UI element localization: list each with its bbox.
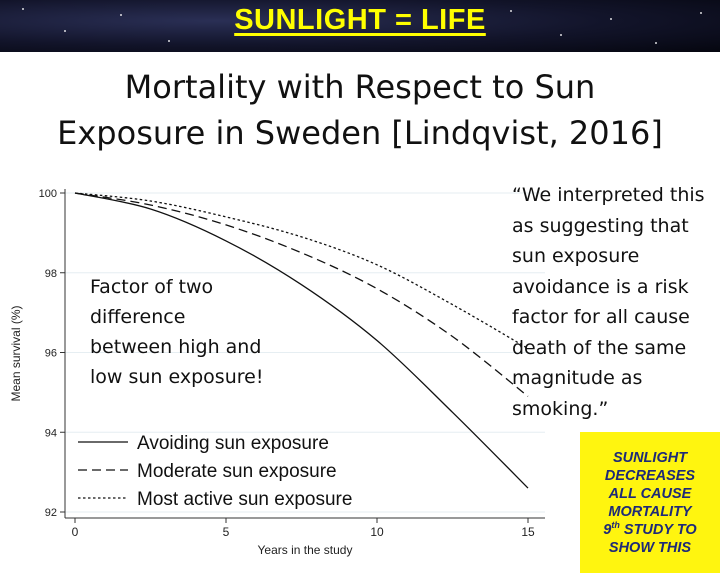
series-layer — [74, 192, 529, 489]
y-tick-label-96: 96 — [45, 348, 57, 360]
legend-label-1: Avoiding sun exposure — [137, 433, 329, 454]
x-tick-label-0: 0 — [72, 525, 79, 539]
survival-chart: 92 94 96 98 100 0 5 10 15 Years in the study Mean … — [9, 188, 545, 557]
x-tick-label-15: 15 — [521, 525, 535, 539]
chart: 92 94 96 98 100 0 5 10 15 Years in the study Mean … — [0, 178, 720, 573]
callout-ordinal-number: 9 — [603, 521, 612, 538]
callout-line-5: 9th STUDY TO — [603, 519, 697, 539]
callout-line-1: SUNLIGHT — [612, 449, 688, 466]
series-line-3 — [74, 192, 529, 350]
y-tick-label-92: 92 — [45, 507, 57, 519]
title-line-1: Mortality with Respect to Sun — [124, 68, 596, 106]
series-line-1 — [74, 192, 529, 489]
callout-line-6: SHOW THIS — [608, 539, 692, 556]
legend-label-2: Moderate sun exposure — [137, 461, 337, 482]
plot-background — [65, 189, 545, 518]
legend-label-3: Most active sun exposure — [137, 489, 352, 510]
callout-box: SUNLIGHT DECREASES ALL CAUSE MORTALITY 9… — [580, 432, 720, 573]
study-quote: “We interpreted this as suggesting that … — [512, 184, 705, 420]
callout-ordinal-suffix: th — [611, 519, 620, 530]
axis-layer: 92 94 96 98 100 0 5 10 15 Years in the study Mean … — [9, 188, 545, 557]
banner-title: SUNLIGHT = LIFE — [234, 4, 486, 36]
y-tick-label-94: 94 — [45, 427, 57, 439]
x-tick-label-5: 5 — [223, 525, 230, 539]
y-tick-label-100: 100 — [39, 188, 57, 200]
annotation-line-3: between high and — [90, 336, 262, 358]
x-axis-title: Years in the study — [258, 543, 353, 557]
page-title: Mortality with Respect to Sun Exposure i… — [0, 64, 720, 156]
annotation-line-2: difference — [90, 306, 186, 328]
x-tick-label-10: 10 — [370, 525, 384, 539]
callout-line-2: DECREASES — [604, 467, 696, 484]
banner: SUNLIGHT = LIFE — [0, 0, 720, 52]
series-line-2 — [74, 192, 529, 397]
annotation: Factor of two difference between high an… — [90, 272, 263, 392]
title-line-2: Exposure in Sweden [Lindqvist, 2016] — [57, 114, 663, 152]
callout-ordinal-rest: STUDY TO — [619, 521, 697, 538]
y-tick-label-98: 98 — [45, 268, 57, 280]
y-axis-title: Mean survival (%) — [9, 305, 23, 401]
annotation-line-4: low sun exposure! — [90, 366, 264, 388]
callout-text: SUNLIGHT DECREASES ALL CAUSE MORTALITY 9… — [603, 449, 696, 557]
grid-layer — [65, 189, 545, 518]
callout-line-4: MORTALITY — [608, 503, 692, 520]
banner-title-wrap: SUNLIGHT = LIFE — [0, 4, 720, 37]
legend-layer: Avoiding sun exposure Moderate sun exposu… — [78, 433, 352, 510]
callout-line-3: ALL CAUSE — [608, 485, 692, 502]
annotation-line-1: Factor of two — [90, 276, 214, 298]
